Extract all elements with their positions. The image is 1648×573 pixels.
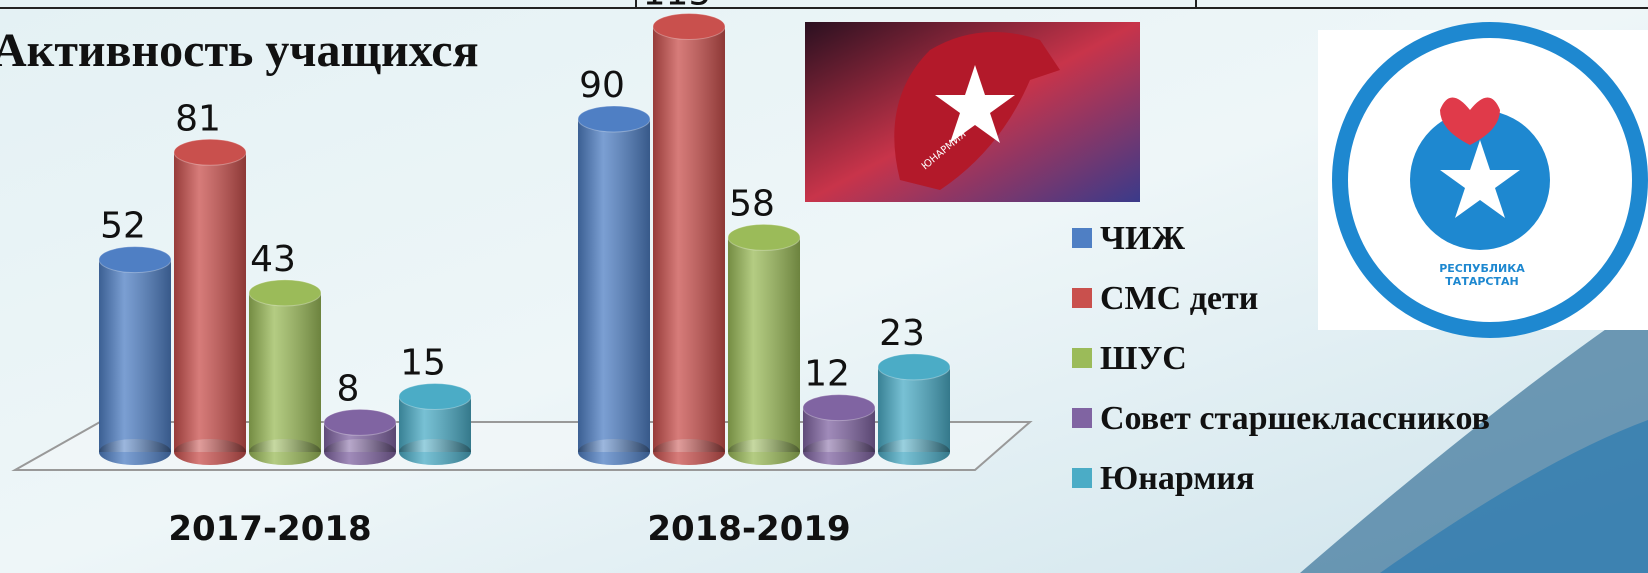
bar-cap	[577, 105, 651, 133]
legend-label: ШУС	[1100, 340, 1187, 377]
bar-cap	[652, 13, 726, 40]
logo-star	[1440, 140, 1520, 218]
bar-cap	[323, 408, 397, 436]
bar-base-shade	[578, 439, 650, 465]
bar-base-shade	[249, 439, 321, 465]
bar-base-shade	[324, 439, 396, 465]
logo-unarmy: ЮНАРМИЯ	[805, 22, 1140, 202]
bar-cap	[398, 383, 472, 410]
bar-base-shade	[653, 439, 725, 465]
legend-swatch	[1072, 288, 1092, 308]
x-tick-label: 2017-2018	[168, 509, 371, 549]
legend-label: Юнармия	[1100, 460, 1254, 497]
bar-base-shade	[803, 439, 875, 465]
bar-shade	[99, 259, 171, 452]
value-label: 23	[879, 313, 925, 354]
bar-base-shade	[878, 439, 950, 465]
bar-cap	[802, 394, 876, 422]
bar-shade	[653, 26, 725, 452]
bar-cap	[173, 138, 247, 166]
legend-label: СМС дети	[1100, 280, 1258, 317]
x-tick-label: 2018-2019	[647, 509, 850, 549]
value-label: 115	[643, 0, 712, 14]
value-label: 15	[400, 343, 446, 384]
bar-shade	[249, 292, 321, 452]
legend-swatch	[1072, 228, 1092, 248]
bar-base-shade	[728, 439, 800, 465]
bar-base-shade	[174, 439, 246, 465]
value-label: 58	[729, 183, 775, 224]
logo-heart	[1440, 97, 1500, 145]
value-label: 90	[579, 65, 625, 106]
logo-star	[935, 65, 1015, 143]
value-label: 43	[250, 239, 296, 280]
bar-cap	[98, 246, 172, 274]
bar-cap	[877, 353, 951, 381]
legend-swatch	[1072, 408, 1092, 428]
value-label: 8	[337, 368, 360, 409]
legend-label: ЧИЖ	[1100, 220, 1185, 257]
bar-shade	[174, 152, 246, 453]
bar-base-shade	[399, 439, 471, 465]
chart-title: Активность учащихся	[0, 24, 479, 77]
value-label: 12	[804, 354, 850, 395]
legend-label: Совет старшеклассников	[1100, 400, 1490, 437]
logo-text: РЕСПУБЛИКА	[1439, 262, 1525, 275]
bar-shade	[728, 237, 800, 452]
legend-swatch	[1072, 468, 1092, 488]
value-label: 52	[100, 206, 146, 247]
bar-cap	[248, 279, 322, 307]
legend-swatch	[1072, 348, 1092, 368]
logo-text: ТАТАРСТАН	[1445, 275, 1518, 288]
decor-swoosh	[1380, 420, 1648, 573]
value-label: 81	[175, 98, 221, 139]
bar-base-shade	[99, 439, 171, 465]
bar-shade	[878, 366, 950, 452]
bar-cap	[727, 223, 801, 251]
bar-shade	[578, 119, 650, 452]
logo-samo: РЕСПУБЛИКА ТАТАРСТАН	[1318, 22, 1648, 338]
